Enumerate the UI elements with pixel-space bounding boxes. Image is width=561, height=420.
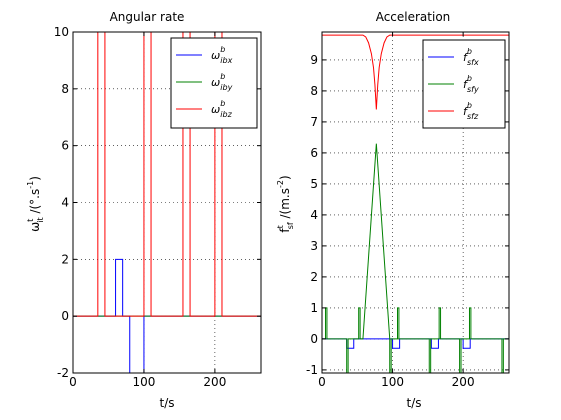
y-tick-label: 5 — [310, 177, 318, 191]
series-layer — [322, 34, 509, 373]
y-tick-label: 10 — [54, 25, 69, 39]
y-tick-label: 6 — [310, 146, 318, 160]
y-tick-labels: -2 0 2 4 6 8 10 — [54, 25, 69, 380]
x-tick-label: 0 — [69, 375, 77, 389]
x-tick-label: 200 — [203, 375, 226, 389]
x-axis-label: t/s — [160, 396, 175, 410]
y-tick-label: 4 — [310, 208, 318, 222]
y-tick-label: 0 — [310, 332, 318, 346]
legend-label: fb sfz — [463, 101, 479, 121]
x-tick-label: 100 — [381, 375, 404, 389]
ticks — [321, 32, 509, 373]
y-tick-label: 0 — [61, 309, 69, 323]
legend-label: fb sfx — [463, 47, 479, 67]
legend-label: fb sfy — [463, 74, 479, 94]
legend-box — [170, 37, 258, 129]
y-tick-label: 4 — [61, 196, 69, 210]
y-tick-label: -1 — [306, 363, 318, 377]
y-tick-label: 7 — [310, 115, 318, 129]
y-tick-labels: -1 0 1 2 3 4 5 6 7 8 9 — [306, 53, 318, 377]
y-tick-label: 8 — [310, 84, 318, 98]
x-tick-label: 200 — [452, 375, 475, 389]
legend-label: ωb ibx — [211, 45, 233, 65]
y-axis-label: ωtit /(°.s-1) — [26, 176, 45, 232]
series-line-ibz — [73, 32, 261, 317]
ticks — [72, 31, 261, 374]
x-tick-label: 100 — [132, 375, 155, 389]
chart-title: Angular rate — [110, 10, 185, 24]
y-tick-label: 1 — [310, 301, 318, 315]
axes-box — [321, 31, 510, 374]
chart-title: Acceleration — [376, 10, 451, 24]
y-tick-label: 2 — [310, 270, 318, 284]
y-tick-label: -2 — [57, 366, 69, 380]
legend: fb sfx fb sfy fb sfz — [422, 39, 506, 129]
legend-label: ωb iby — [211, 72, 233, 92]
x-axis-label: t/s — [407, 396, 422, 410]
series-layer — [73, 32, 261, 373]
x-tick-labels: 0 100 200 — [69, 375, 226, 389]
y-tick-label: 9 — [310, 53, 318, 67]
x-tick-label: 0 — [318, 375, 326, 389]
y-tick-label: 8 — [61, 82, 69, 96]
x-tick-labels: 0 100 200 — [318, 375, 474, 389]
legend: ωb ibx ωb iby ωb ibz — [170, 37, 258, 129]
y-tick-label: 2 — [61, 252, 69, 266]
legend-label: ωb ibz — [211, 99, 233, 119]
series-line-sfy — [322, 143, 509, 373]
y-tick-label: 3 — [310, 239, 318, 253]
y-tick-label: 6 — [61, 139, 69, 153]
y-axis-label: ftsf /(m.s-2) — [276, 175, 295, 232]
series-line-sfz — [322, 34, 509, 110]
